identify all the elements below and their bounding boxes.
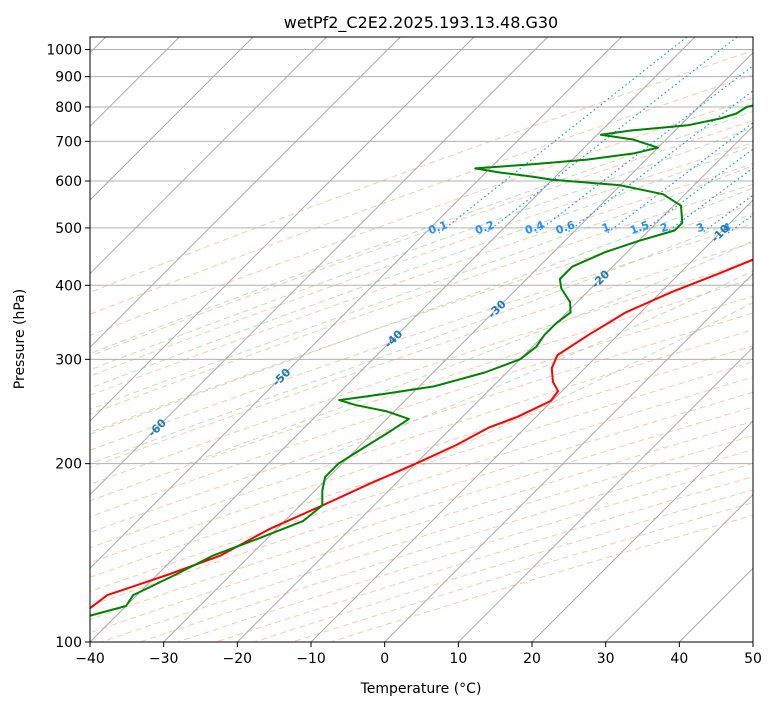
mixing-ratio-line [727,214,753,234]
isotherm-line [605,493,753,642]
y-axis: 100 200 300 400 500 600 700 800 900 1000 [46,43,90,651]
temperature-profile-line [90,258,753,610]
dry-adiabat-line [90,120,753,357]
mixing-ratio-label: 4 [721,220,733,235]
dewpoint-profile-line [90,104,753,617]
isotherm-line [90,37,401,349]
mixing-ratio-label: 6 [760,220,772,235]
dry-adiabat-line [90,97,753,337]
y-tick-label: 600 [55,174,82,190]
isotherm-line [90,37,254,201]
mixing-ratio-line [665,167,753,234]
dry-adiabat-line [90,345,753,564]
x-tick-label: 0 [380,651,389,667]
moist-adiabat-line [90,165,753,410]
chart-title: wetPf2_C2E2.2025.193.13.48.G30 [284,13,558,33]
sounding-series [90,104,753,617]
x-tick-label: −10 [296,651,326,667]
x-tick-label: 10 [449,651,467,667]
moist-adiabat-line [304,270,753,465]
mixing-ratio-label: 0.6 [554,218,577,237]
mixing-ratio-lines: 0.10.20.40.611.52346810131620253036 [427,37,775,237]
mixing-ratio-label: 1.5 [628,218,651,237]
mixing-ratio-label: 0.2 [473,218,496,237]
dry-adiabats [90,50,753,642]
mixing-ratio-line [485,37,738,234]
isotherm-line [90,37,475,422]
x-tick-label: −20 [223,651,253,667]
isotherm-line [310,199,753,642]
isotherm-line [384,272,753,642]
isotherm-line [752,641,753,642]
mixing-ratio-label: 1 [600,220,612,235]
moist-adiabat-line [90,187,753,435]
plot-area: 0.10.20.40.611.52346810131620253036-100-… [20,37,775,642]
isotherm-line [457,346,753,642]
isotherm-line [90,37,328,275]
x-tick-label: −30 [149,651,179,667]
y-tick-label: 200 [55,457,82,473]
dry-adiabat-line [90,50,753,293]
isotherm-line [163,51,753,642]
moist-adiabat-line [90,110,753,355]
y-tick-label: 100 [55,635,82,651]
dry-adiabat-line [90,329,753,549]
isotherm-label: -70 [20,468,43,491]
mixing-ratio-line [566,89,753,234]
mixing-ratio-label: 0.1 [427,218,450,237]
y-tick-label: 900 [55,70,82,86]
dry-adiabat-line [90,361,753,578]
dry-adiabat-line [90,163,753,396]
isotherm-line [90,37,696,642]
x-tick-label: 30 [597,651,615,667]
dry-adiabat-line [215,476,753,642]
dry-adiabat-line [254,489,753,642]
dry-adiabat-line [292,502,753,642]
mixing-ratio-line [767,37,775,233]
y-tick-label: 500 [55,221,82,237]
mixing-ratio-label: 3 [695,220,707,235]
pressure-grid [90,49,753,642]
isotherm-line [90,37,549,496]
x-axis-label: Temperature (°C) [360,681,482,697]
moist-adiabats [90,110,753,465]
moist-adiabat-line [187,240,753,465]
isotherm-line [531,420,753,642]
isotherm-line [236,125,753,642]
x-tick-label: 40 [670,651,688,667]
isotherms [90,37,753,642]
isotherm-line [678,567,753,642]
dry-adiabat-line [101,435,753,642]
isotherm-line [90,37,622,570]
mixing-ratio-line [438,37,688,234]
y-tick-label: 1000 [46,43,82,59]
y-tick-label: 400 [55,278,82,294]
y-tick-label: 800 [55,100,82,116]
x-tick-label: 20 [523,651,541,667]
plot-frame [89,36,754,643]
dry-adiabat-line [90,142,753,377]
dry-adiabat-line [139,449,753,642]
moist-adiabat-line [90,212,753,465]
x-axis: −40 −30 −20 −10 0 10 20 30 40 50 [75,642,762,667]
y-tick-label: 300 [55,352,82,368]
x-tick-label: 50 [744,651,762,667]
y-tick-label: 700 [55,134,82,150]
dry-adiabat-line [177,462,753,642]
moist-adiabat-line [90,145,753,389]
dry-adiabat-line [90,183,753,415]
x-tick-label: −40 [75,651,105,667]
moist-adiabat-line [419,301,753,465]
y-axis-label: Pressure (hPa) [12,289,28,389]
mixing-ratio-label: 0.4 [523,218,546,237]
mixing-ratio-label: 2 [658,220,670,235]
